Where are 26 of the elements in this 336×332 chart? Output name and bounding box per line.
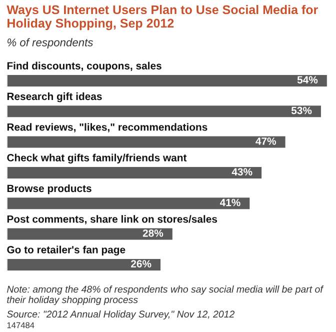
y-tick-label: Check what gifts family/friends want	[7, 154, 187, 164]
data-label: 47%	[256, 137, 276, 145]
data-label: 43%	[232, 168, 252, 176]
bar	[6, 134, 287, 150]
bar	[6, 258, 162, 272]
data-label: 41%	[220, 198, 240, 206]
y-tick-label: Go to retailer's fan page	[7, 246, 126, 256]
chart-title: Ways US Internet Users Plan to Use Social Media for Holiday Shopping, Sep 2012	[6, 4, 318, 30]
bar	[6, 104, 322, 119]
data-label: 28%	[142, 229, 164, 237]
bar	[6, 74, 328, 88]
data-label: 53%	[291, 106, 312, 114]
bar	[6, 196, 252, 211]
y-tick-label: Research gift ideas	[7, 92, 102, 102]
data-label: 54%	[297, 76, 318, 84]
chart-subtitle: % of respondents	[8, 38, 93, 49]
bar	[6, 226, 174, 242]
source-note: Source: "2012 Annual Holiday Survey," Nov 12, 2012	[6, 310, 235, 320]
y-tick-label: Read reviews, "likes," recommendations	[7, 123, 208, 132]
y-tick-label: Browse products	[7, 184, 92, 194]
y-tick-label: Find discounts, coupons, sales	[7, 62, 162, 72]
y-tick-label: Post comments, share link on stores/sales	[7, 215, 218, 224]
text: 147484	[7, 322, 34, 328]
data-label: 26%	[131, 260, 152, 268]
text: Note: among the 48% of respondents who say social media will be part of their holiday shopping process	[7, 286, 324, 306]
bar	[6, 166, 263, 180]
